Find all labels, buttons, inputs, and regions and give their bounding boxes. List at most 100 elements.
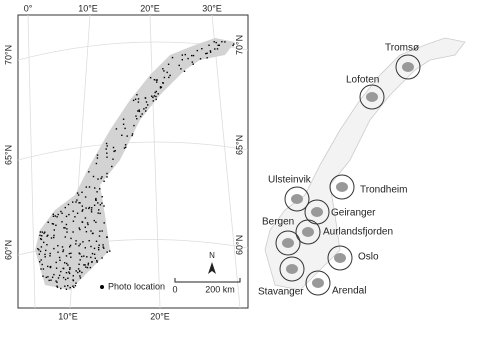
- photo-dot: [155, 98, 157, 101]
- photo-dot: [54, 215, 56, 217]
- photo-dot: [206, 52, 208, 54]
- photo-dot: [134, 98, 137, 100]
- photo-dot: [70, 256, 72, 258]
- photo-dot: [68, 271, 70, 273]
- scale-label: 200 km: [205, 284, 235, 294]
- photo-dot: [94, 187, 96, 189]
- photo-dot: [214, 48, 216, 50]
- photo-dot: [122, 118, 125, 120]
- photo-dot: [98, 209, 100, 211]
- photo-dot: [56, 216, 58, 218]
- photo-dot: [124, 144, 127, 146]
- photo-dot: [41, 263, 43, 266]
- photo-dot: [111, 165, 113, 168]
- photo-dot: [67, 285, 69, 287]
- photo-dot: [157, 93, 159, 95]
- photo-dot: [101, 196, 103, 198]
- photo-dot: [112, 158, 114, 160]
- photo-dot: [233, 43, 235, 45]
- photo-dot: [42, 275, 44, 277]
- site-label: Stavanger: [258, 287, 304, 298]
- photo-dot: [56, 281, 58, 283]
- photo-dot: [89, 266, 92, 269]
- photo-dot: [90, 245, 92, 248]
- photo-dot: [106, 176, 108, 178]
- photo-dot: [56, 286, 59, 288]
- site-label: Trondheim: [360, 185, 407, 196]
- site-circle: [295, 219, 321, 245]
- photo-dot: [169, 74, 171, 77]
- legend-label: Photo location: [108, 281, 165, 291]
- photo-dot: [69, 286, 71, 289]
- photo-dot: [74, 285, 77, 287]
- photo-dot: [43, 232, 45, 234]
- photo-dot: [56, 285, 58, 287]
- photo-dot: [87, 262, 90, 264]
- photo-dot: [43, 241, 45, 244]
- photo-dot: [83, 264, 85, 266]
- lon-label: 20°E: [150, 311, 170, 321]
- photo-dot: [40, 238, 43, 241]
- photo-dot: [99, 230, 101, 232]
- site-circle: [305, 270, 331, 296]
- photo-dot: [103, 222, 105, 224]
- photo-dot: [135, 115, 137, 117]
- site-patch: [334, 253, 346, 263]
- photo-dot: [155, 79, 157, 81]
- photo-dot: [78, 245, 80, 247]
- photo-dot: [221, 41, 223, 43]
- photo-dot: [144, 97, 147, 99]
- photo-dot: [97, 202, 99, 204]
- photo-dot: [163, 76, 166, 79]
- photo-dot: [90, 211, 93, 213]
- photo-dot: [55, 224, 57, 226]
- photo-dot: [88, 206, 91, 209]
- photo-dot: [81, 271, 83, 274]
- photo-dot: [67, 264, 69, 266]
- photo-dot: [168, 76, 170, 79]
- photo-dot: [39, 261, 41, 263]
- photo-dot: [40, 259, 42, 261]
- photo-dot: [60, 210, 62, 213]
- photo-dot: [65, 215, 68, 218]
- photo-dot: [181, 59, 183, 61]
- photo-dot: [49, 252, 51, 255]
- photo-dot: [91, 232, 94, 235]
- photo-dot: [103, 180, 105, 182]
- photo-dot: [199, 58, 202, 60]
- photo-dot: [217, 44, 219, 46]
- photo-dot: [138, 110, 141, 113]
- photo-dot: [96, 154, 99, 156]
- photo-dot: [81, 205, 83, 207]
- photo-dot: [93, 253, 96, 255]
- photo-dot: [115, 128, 118, 130]
- photo-dot: [171, 56, 174, 59]
- photo-dot: [216, 48, 219, 50]
- photo-dot: [139, 115, 142, 118]
- photo-dot: [191, 54, 193, 57]
- photo-dot: [114, 150, 116, 152]
- photo-dot: [65, 288, 68, 290]
- photo-dot: [180, 68, 182, 70]
- graticule-labels: 0° 10°E 20°E 30°E 10°E 20°E 70°N 65°N 60…: [3, 3, 244, 321]
- photo-dot: [124, 127, 126, 130]
- site-label: Arendal: [332, 286, 366, 297]
- photo-dot: [41, 235, 43, 237]
- photo-dot: [102, 246, 104, 248]
- photo-dot: [47, 276, 49, 278]
- photo-dot: [206, 57, 208, 59]
- photo-dot: [72, 231, 74, 233]
- photo-dot: [79, 253, 81, 255]
- photo-dot: [125, 146, 127, 148]
- photo-dot: [42, 268, 45, 270]
- photo-dot: [86, 256, 88, 258]
- photo-dot: [97, 246, 100, 249]
- photo-dot: [105, 148, 107, 150]
- site-patch: [311, 207, 323, 217]
- photo-dot: [159, 86, 162, 88]
- photo-dot: [155, 95, 157, 98]
- photo-dot: [166, 71, 168, 74]
- photo-dot: [75, 282, 77, 284]
- photo-dot: [81, 191, 83, 193]
- photo-dot: [72, 279, 75, 282]
